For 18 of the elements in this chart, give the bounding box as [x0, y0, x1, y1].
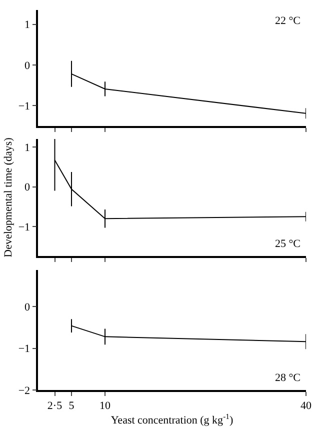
- y-axis-title: Developmental time (days): [2, 137, 14, 258]
- x-tick-label: 10: [100, 400, 111, 412]
- y-tick-label: 1: [24, 19, 30, 32]
- annotation: 25 °C: [275, 238, 300, 250]
- annotation: 28 °C: [275, 372, 300, 384]
- annotation: 22 °C: [275, 15, 300, 27]
- y-tick-label: −2: [18, 384, 30, 397]
- y-tick-label: 0: [24, 302, 31, 314]
- y-tick-label: 1: [24, 142, 30, 154]
- x-tick-label: 2·5: [47, 400, 63, 412]
- y-tick-label: 0: [24, 60, 31, 72]
- x-tick-label: 5: [68, 400, 75, 412]
- y-tick-label: −1: [18, 343, 30, 356]
- x-axis-title: Yeast concentration (g kg$^{-1}$): [110, 412, 234, 427]
- y-tick-label: 0: [24, 182, 31, 194]
- y-tick-label: −1: [18, 221, 30, 234]
- x-tick-label: 40: [300, 400, 312, 412]
- y-tick-label: −1: [18, 100, 30, 112]
